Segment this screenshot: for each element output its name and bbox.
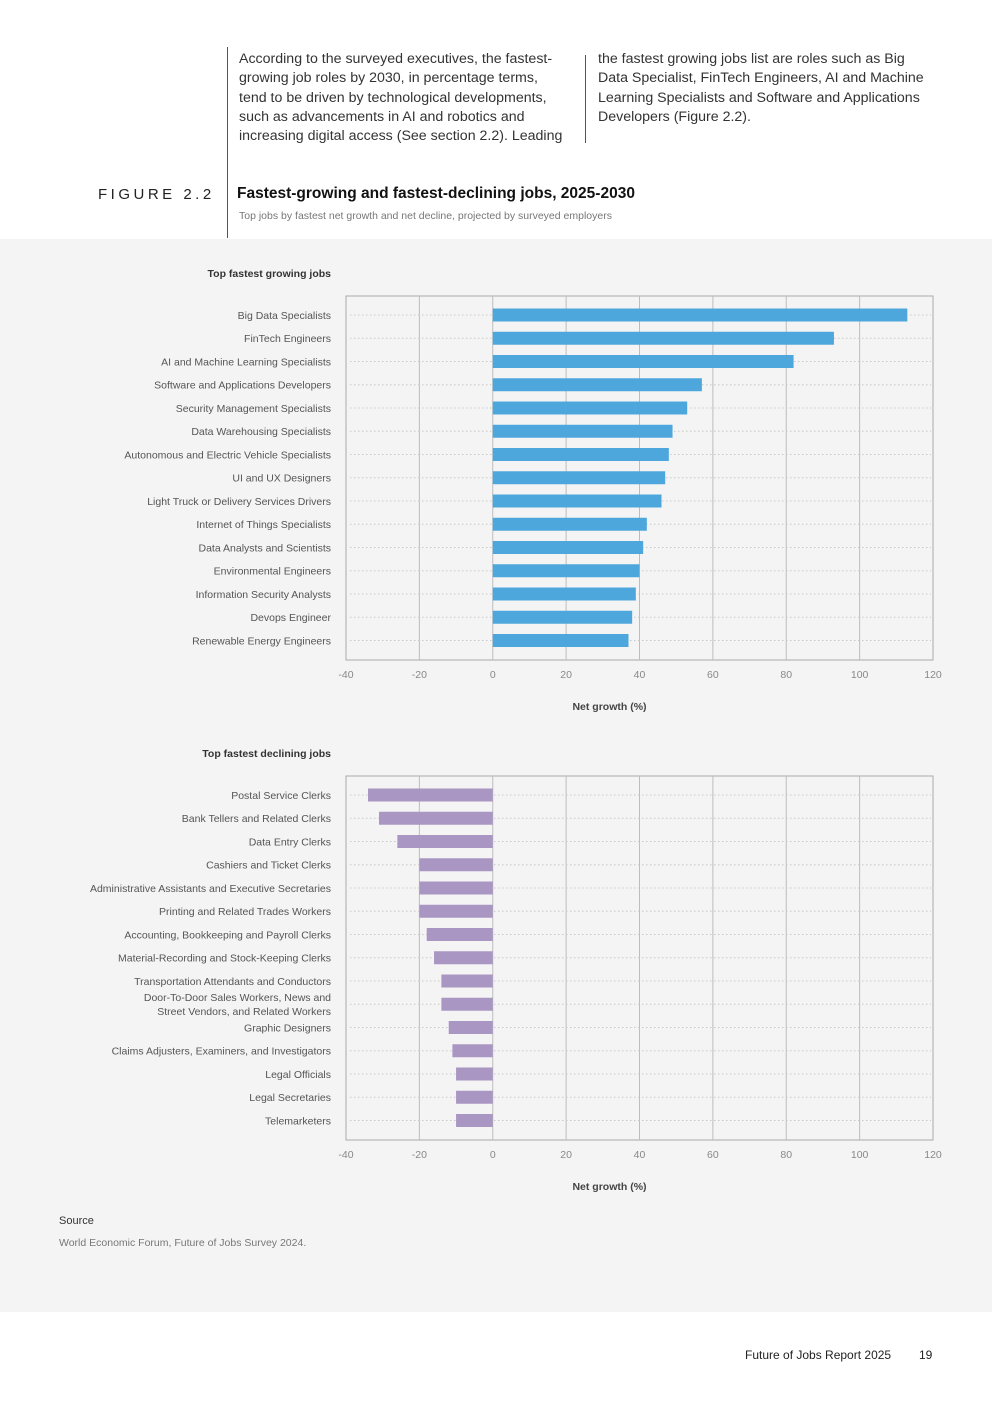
bar (456, 1114, 493, 1127)
category-label: Data Entry Clerks (249, 836, 331, 848)
chart-title: Top fastest declining jobs (202, 748, 331, 760)
category-label: Accounting, Bookkeeping and Payroll Cler… (124, 929, 331, 941)
category-label: Claims Adjusters, Examiners, and Investi… (112, 1046, 331, 1058)
x-tick-label: 40 (634, 669, 646, 681)
bar (426, 928, 493, 941)
intro-text-col1: According to the surveyed executives, th… (239, 51, 563, 145)
page-number: 19 (919, 1348, 933, 1362)
x-tick-label: 20 (560, 669, 572, 681)
category-label: AI and Machine Learning Specialists (161, 356, 331, 368)
x-tick-label: 100 (851, 669, 869, 681)
category-label: Transportation Attendants and Conductors (134, 976, 331, 988)
category-label: Devops Engineer (250, 612, 331, 624)
figure-subtitle: Top jobs by fastest net growth and net d… (239, 210, 612, 222)
x-tick-label: 60 (707, 1149, 719, 1161)
bar (492, 331, 834, 345)
figure-title: Fastest-growing and fastest-declining jo… (237, 185, 635, 202)
bar (419, 858, 493, 872)
intro-text-col2: the fastest growing jobs list are roles … (598, 51, 924, 125)
category-label-line: Street Vendors, and Related Workers (157, 1006, 331, 1018)
category-label: Data Warehousing Specialists (191, 426, 331, 438)
category-label: Material-Recording and Stock-Keeping Cle… (118, 953, 331, 965)
footer-report-title: Future of Jobs Report 2025 (745, 1348, 892, 1362)
bar (419, 904, 493, 918)
bar (492, 308, 908, 322)
bar (441, 997, 493, 1011)
bar (492, 355, 794, 368)
source-text: World Economic Forum, Future of Jobs Sur… (59, 1237, 307, 1249)
x-tick-label: 100 (851, 1149, 869, 1161)
category-label: Information Security Analysts (196, 589, 331, 601)
bar (397, 835, 493, 848)
x-tick-label: -20 (412, 669, 427, 681)
x-tick-label: 0 (490, 1149, 496, 1161)
x-tick-label: 80 (780, 1149, 792, 1161)
column-divider-middle (585, 55, 586, 143)
x-tick-label: -20 (412, 1149, 427, 1161)
column-divider-left (227, 47, 228, 238)
bar (379, 811, 493, 825)
x-axis-label: Net growth (%) (572, 1181, 646, 1193)
x-tick-label: 0 (490, 669, 496, 681)
bar (419, 881, 493, 895)
bar (492, 634, 629, 647)
category-label: Administrative Assistants and Executive … (90, 883, 331, 895)
category-label-line: Door-To-Door Sales Workers, News and (144, 992, 331, 1004)
category-label: Door-To-Door Sales Workers, News and Stre… (144, 992, 331, 1018)
category-label: Postal Service Clerks (231, 790, 331, 802)
bar (448, 1021, 493, 1034)
bar (456, 1067, 493, 1081)
x-tick-label: -40 (338, 669, 353, 681)
bar (452, 1044, 493, 1058)
source-label: Source (59, 1215, 94, 1227)
x-tick-label: 120 (924, 669, 942, 681)
x-tick-label: -40 (338, 1149, 353, 1161)
category-label: Big Data Specialists (238, 310, 331, 322)
category-label: Security Management Specialists (176, 403, 331, 415)
category-label: UI and UX Designers (232, 473, 331, 485)
category-label: Printing and Related Trades Workers (159, 906, 331, 918)
category-label: Legal Officials (265, 1069, 331, 1081)
bar (492, 517, 647, 531)
bar (492, 564, 640, 578)
bar (492, 401, 688, 415)
x-tick-label: 20 (560, 1149, 572, 1161)
bar (492, 541, 644, 554)
x-tick-label: 80 (780, 669, 792, 681)
x-tick-label: 60 (707, 669, 719, 681)
bar (492, 587, 636, 601)
category-label: Internet of Things Specialists (196, 519, 331, 531)
chart-title: Top fastest growing jobs (208, 268, 332, 280)
category-label: Bank Tellers and Related Clerks (182, 813, 331, 825)
category-label: FinTech Engineers (244, 333, 331, 345)
category-label: Renewable Energy Engineers (192, 635, 331, 647)
bar (492, 471, 666, 485)
category-label: Environmental Engineers (214, 566, 331, 578)
category-label: Graphic Designers (244, 1022, 331, 1034)
category-label: Cashiers and Ticket Clerks (206, 860, 331, 872)
declining-jobs-chart: Top fastest declining jobs -40 -20 0 20 40 60 8… (90, 748, 942, 1193)
bar (456, 1090, 493, 1104)
growing-jobs-chart: Top fastest growing jobs -40 -20 0 20 40 60 80 1… (124, 268, 942, 713)
bar (368, 788, 493, 802)
bar (492, 494, 662, 508)
category-label: Data Analysts and Scientists (199, 542, 332, 554)
category-label: Light Truck or Delivery Services Drivers (147, 496, 331, 508)
x-tick-label: 40 (634, 1149, 646, 1161)
figure-label: FIGURE 2.2 (98, 186, 215, 203)
x-tick-label: 120 (924, 1149, 942, 1161)
bar (492, 378, 702, 392)
category-label: Legal Secretaries (249, 1092, 331, 1104)
category-label: Telemarketers (265, 1115, 331, 1127)
category-label: Software and Applications Developers (154, 380, 331, 392)
bar (441, 974, 493, 988)
bar (492, 448, 669, 461)
bar (492, 610, 633, 624)
category-label: Autonomous and Electric Vehicle Speciali… (124, 449, 331, 461)
x-axis-label: Net growth (%) (572, 701, 646, 713)
bar (492, 424, 673, 438)
bar (434, 951, 493, 965)
